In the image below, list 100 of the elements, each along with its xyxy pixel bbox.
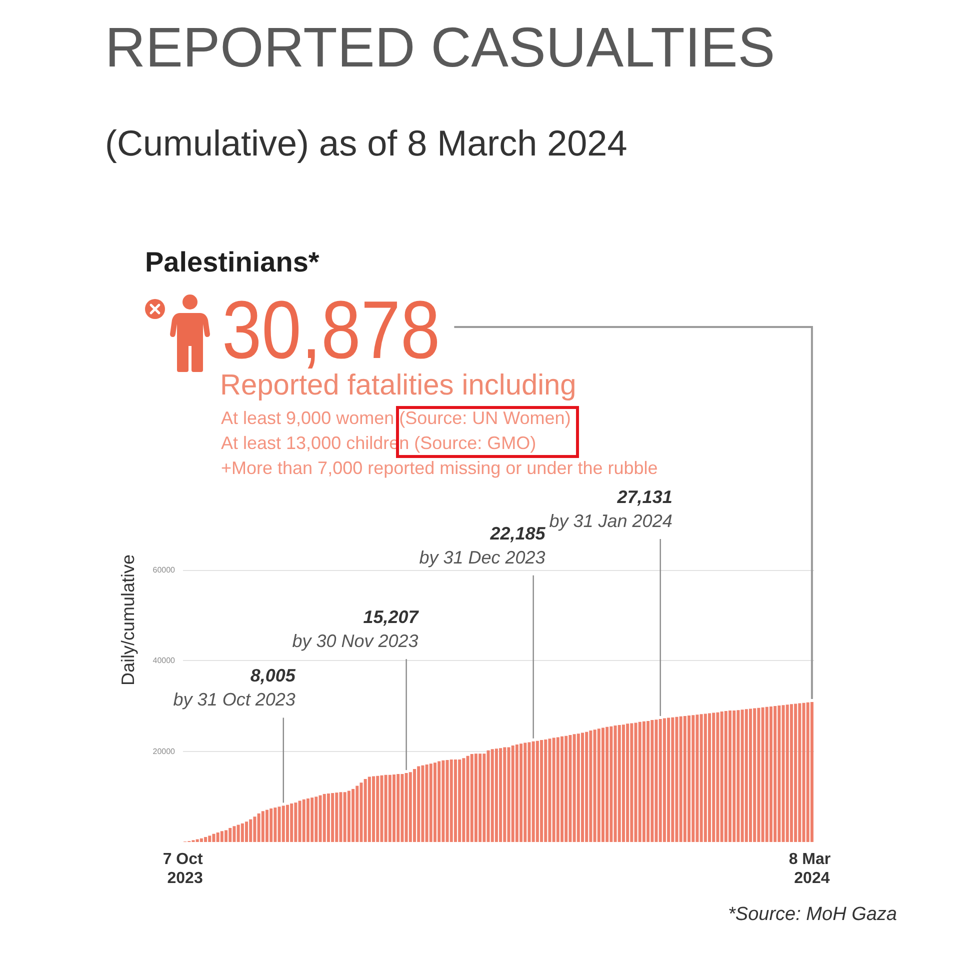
bar [515, 744, 518, 842]
bar [438, 761, 441, 842]
bar [589, 730, 592, 842]
bar [462, 758, 466, 842]
bar [392, 774, 396, 842]
bar [728, 710, 732, 842]
bar [732, 710, 736, 842]
bar [408, 772, 412, 842]
bar [306, 798, 310, 842]
bar [364, 778, 367, 842]
bar [536, 740, 539, 842]
bar [671, 717, 674, 842]
bar [786, 704, 789, 842]
bar [650, 720, 654, 842]
bar [372, 776, 376, 842]
bar [220, 831, 224, 842]
bar [646, 720, 650, 842]
bar [748, 708, 752, 842]
y-tick-label: 20000 [152, 746, 176, 756]
text: Palestinians* [145, 246, 320, 278]
bar [740, 710, 744, 842]
bar [265, 810, 268, 842]
bar [580, 732, 584, 842]
bar [688, 716, 691, 842]
bar [347, 790, 350, 842]
bar [572, 734, 576, 842]
bar [261, 811, 264, 842]
bar [380, 775, 384, 842]
x-tick-label: 7 Oct 2023 [162, 851, 208, 887]
bar [654, 720, 658, 842]
bar [552, 738, 556, 842]
text: At least 9,000 women (Source: UN Women) [221, 408, 571, 428]
bar [224, 830, 228, 842]
bar [642, 721, 646, 842]
annotation: 22,185 by 31 Dec 2023 [419, 523, 546, 568]
chart-subtitle: (Cumulative) as of 8 March 2024 [105, 122, 628, 164]
bar [425, 764, 428, 842]
y-tick-label: 60000 [152, 566, 176, 574]
bar [270, 808, 273, 842]
bar [712, 712, 716, 842]
bar [585, 732, 588, 842]
bar [413, 769, 416, 842]
bar [774, 706, 777, 842]
y-axis-title: Daily/cumulative [118, 554, 138, 686]
bar [318, 795, 322, 842]
bar [794, 704, 798, 842]
bar [245, 822, 248, 842]
bar [442, 760, 445, 842]
bar [798, 703, 802, 842]
bar [396, 774, 400, 842]
bar [216, 832, 220, 842]
bar [240, 823, 244, 842]
bar [343, 792, 346, 842]
bar [450, 759, 453, 842]
bar [614, 725, 617, 842]
bar [634, 722, 638, 842]
bar [433, 762, 436, 842]
bar [388, 774, 392, 842]
bar [274, 808, 277, 842]
bar [322, 794, 326, 842]
bar [524, 742, 527, 842]
bar [257, 813, 260, 842]
bar [503, 747, 506, 842]
bar [384, 774, 388, 842]
bar [556, 737, 560, 842]
bar [540, 740, 544, 842]
bar [200, 838, 203, 842]
bar [683, 716, 686, 842]
annotation: 15,207 by 30 Nov 2023 [292, 607, 420, 652]
bar [790, 704, 793, 842]
bar [568, 735, 572, 842]
bar [454, 759, 457, 842]
bar [352, 788, 355, 842]
y-tick-label: 40000 [152, 656, 176, 666]
bar [692, 715, 695, 842]
annotation: 27,131 by 31 Jan 2024 [549, 487, 672, 532]
bar [696, 714, 699, 842]
bar [478, 754, 482, 842]
bar [290, 803, 294, 842]
bar [298, 800, 302, 842]
bar [310, 798, 314, 842]
bar [490, 749, 494, 842]
bar [606, 726, 609, 842]
bar [326, 793, 330, 842]
bar [278, 806, 281, 842]
bar [782, 705, 785, 842]
bar [196, 839, 199, 842]
bar [494, 748, 498, 842]
bar [560, 736, 564, 842]
bar [618, 725, 621, 842]
bar [286, 804, 289, 842]
bar [724, 710, 728, 842]
bar [331, 793, 334, 842]
bar [282, 806, 285, 842]
bar [597, 728, 600, 842]
bar [376, 776, 380, 842]
bar [704, 714, 707, 842]
bar [511, 745, 514, 842]
bar [593, 730, 596, 842]
bar [700, 714, 703, 842]
